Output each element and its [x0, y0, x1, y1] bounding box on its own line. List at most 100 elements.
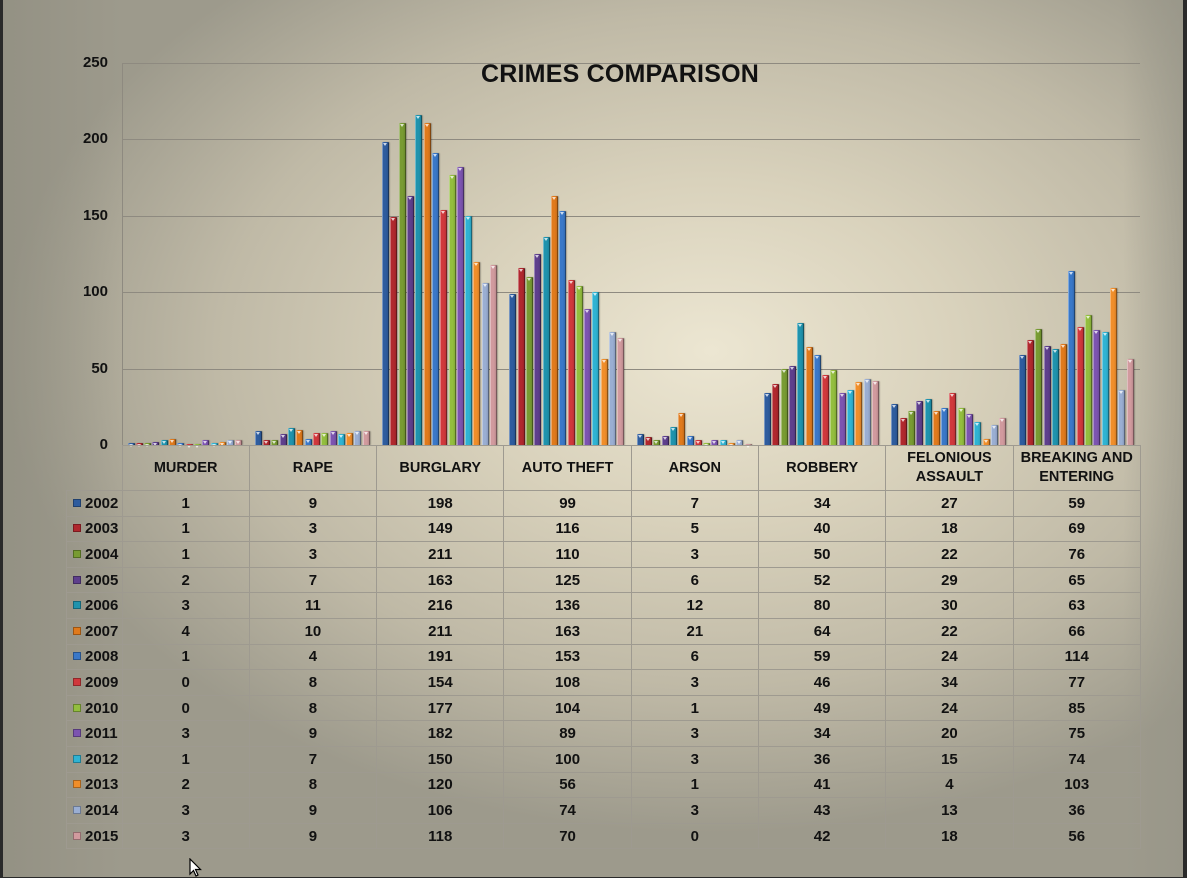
data-table-header-row: MURDER RAPE BURGLARY AUTO THEFT ARSON ROBBERY… [66, 445, 1141, 491]
table-cell: 18 [885, 515, 1014, 543]
table-cell: 99 [503, 490, 632, 517]
category-header: AUTO THEFT [503, 445, 632, 491]
table-cell: 59 [1012, 490, 1141, 517]
bar-2011 [966, 414, 974, 445]
legend-entry: 2010 [66, 694, 123, 722]
gridline-150 [122, 215, 1140, 217]
table-row: 2006 3 11 216 136 12 80 30 63 [66, 592, 1141, 619]
legend-label: 2006 [85, 597, 119, 615]
table-cell: 153 [503, 643, 632, 671]
bar-2012 [465, 215, 473, 445]
bar-2012 [719, 440, 727, 445]
table-cell: 13 [885, 797, 1014, 824]
plot-area [122, 63, 1140, 448]
bar-2011 [202, 440, 210, 445]
table-cell: 30 [885, 592, 1014, 619]
table-row: 2003 1 3 149 116 5 40 18 69 [66, 515, 1141, 543]
legend-label: 2005 [85, 571, 119, 589]
table-cell: 8 [248, 694, 378, 722]
gridline-100 [122, 292, 1140, 294]
table-cell: 9 [248, 797, 378, 824]
bar-group-rape [249, 63, 376, 445]
table-cell: 106 [376, 797, 505, 824]
table-cell: 56 [1012, 822, 1141, 850]
bar-2003 [645, 437, 653, 445]
bar-2002 [891, 403, 899, 445]
mouse-cursor-icon [189, 858, 202, 877]
bar-2003 [899, 417, 907, 445]
bar-2011 [584, 309, 592, 445]
table-cell: 6 [630, 643, 759, 671]
bar-2005 [661, 435, 669, 445]
bar-2007 [550, 195, 558, 445]
table-cell: 120 [376, 771, 505, 799]
table-cell: 21 [630, 617, 759, 645]
table-cell: 34 [885, 669, 1014, 696]
bar-2015 [871, 380, 879, 445]
bar-2005 [1043, 345, 1051, 445]
bar-2002 [382, 142, 390, 445]
table-cell: 3 [630, 541, 759, 568]
table-cell: 59 [757, 643, 887, 671]
bar-2005 [788, 365, 796, 445]
table-cell: 114 [1012, 643, 1141, 671]
table-cell: 74 [503, 797, 632, 824]
table-cell: 110 [503, 541, 632, 568]
bar-2003 [263, 440, 271, 445]
bar-2002 [764, 393, 772, 445]
table-cell: 66 [1012, 617, 1141, 645]
legend-label: 2009 [85, 673, 119, 691]
table-cell: 3 [630, 720, 759, 747]
legend-entry: 2013 [66, 771, 123, 799]
table-cell: 163 [503, 617, 632, 645]
bar-2002 [1018, 354, 1026, 445]
bar-2013 [600, 359, 608, 445]
table-cell: 4 [248, 643, 378, 671]
bar-2008 [304, 438, 312, 445]
bar-group-murder [122, 63, 249, 448]
table-cell: 1 [630, 771, 759, 799]
legend-swatch-icon [73, 831, 81, 840]
bar-2002 [636, 434, 644, 445]
table-cell: 18 [885, 822, 1014, 850]
bar-2011 [838, 393, 846, 445]
table-cell: 0 [630, 822, 759, 850]
bar-2015 [235, 440, 243, 445]
table-cell: 24 [885, 643, 1014, 671]
table-row: 2007 4 10 211 163 21 64 22 66 [66, 617, 1141, 645]
legend-swatch-icon [73, 549, 81, 558]
bar-2007 [296, 429, 304, 445]
bar-group-auto-theft [504, 63, 631, 445]
table-cell: 89 [503, 720, 632, 747]
bar-2003 [772, 383, 780, 445]
bar-2005 [279, 434, 287, 445]
bar-2004 [526, 276, 534, 445]
bar-2004 [398, 122, 406, 445]
table-row: 2002 1 9 198 99 7 34 27 59 [66, 490, 1141, 517]
table-cell: 15 [885, 745, 1014, 773]
table-cell: 7 [630, 490, 759, 517]
legend-label: 2004 [85, 545, 119, 563]
table-cell: 42 [757, 822, 887, 850]
legend-entry: 2007 [66, 617, 123, 645]
table-cell: 5 [630, 515, 759, 543]
bar-2009 [440, 209, 448, 445]
table-row: 2009 0 8 154 108 3 46 34 77 [66, 669, 1141, 696]
table-cell: 149 [376, 515, 505, 543]
bar-2015 [362, 431, 370, 445]
bar-2009 [949, 393, 957, 445]
bar-2014 [481, 283, 489, 445]
legend-swatch-icon [73, 524, 81, 533]
bar-2011 [456, 166, 464, 445]
legend-entry: 2009 [66, 669, 123, 696]
table-cell: 103 [1012, 771, 1141, 799]
bar-2008 [813, 354, 821, 445]
bar-2002 [254, 431, 262, 445]
bar-2005 [916, 400, 924, 445]
table-cell: 182 [376, 720, 505, 747]
table-row: 2013 2 8 120 56 1 41 4 103 [66, 771, 1141, 799]
bar-2011 [711, 440, 719, 445]
table-row: 2010 0 8 177 104 1 49 24 85 [66, 694, 1141, 722]
legend-swatch-icon [73, 780, 81, 789]
bar-2004 [780, 368, 788, 445]
